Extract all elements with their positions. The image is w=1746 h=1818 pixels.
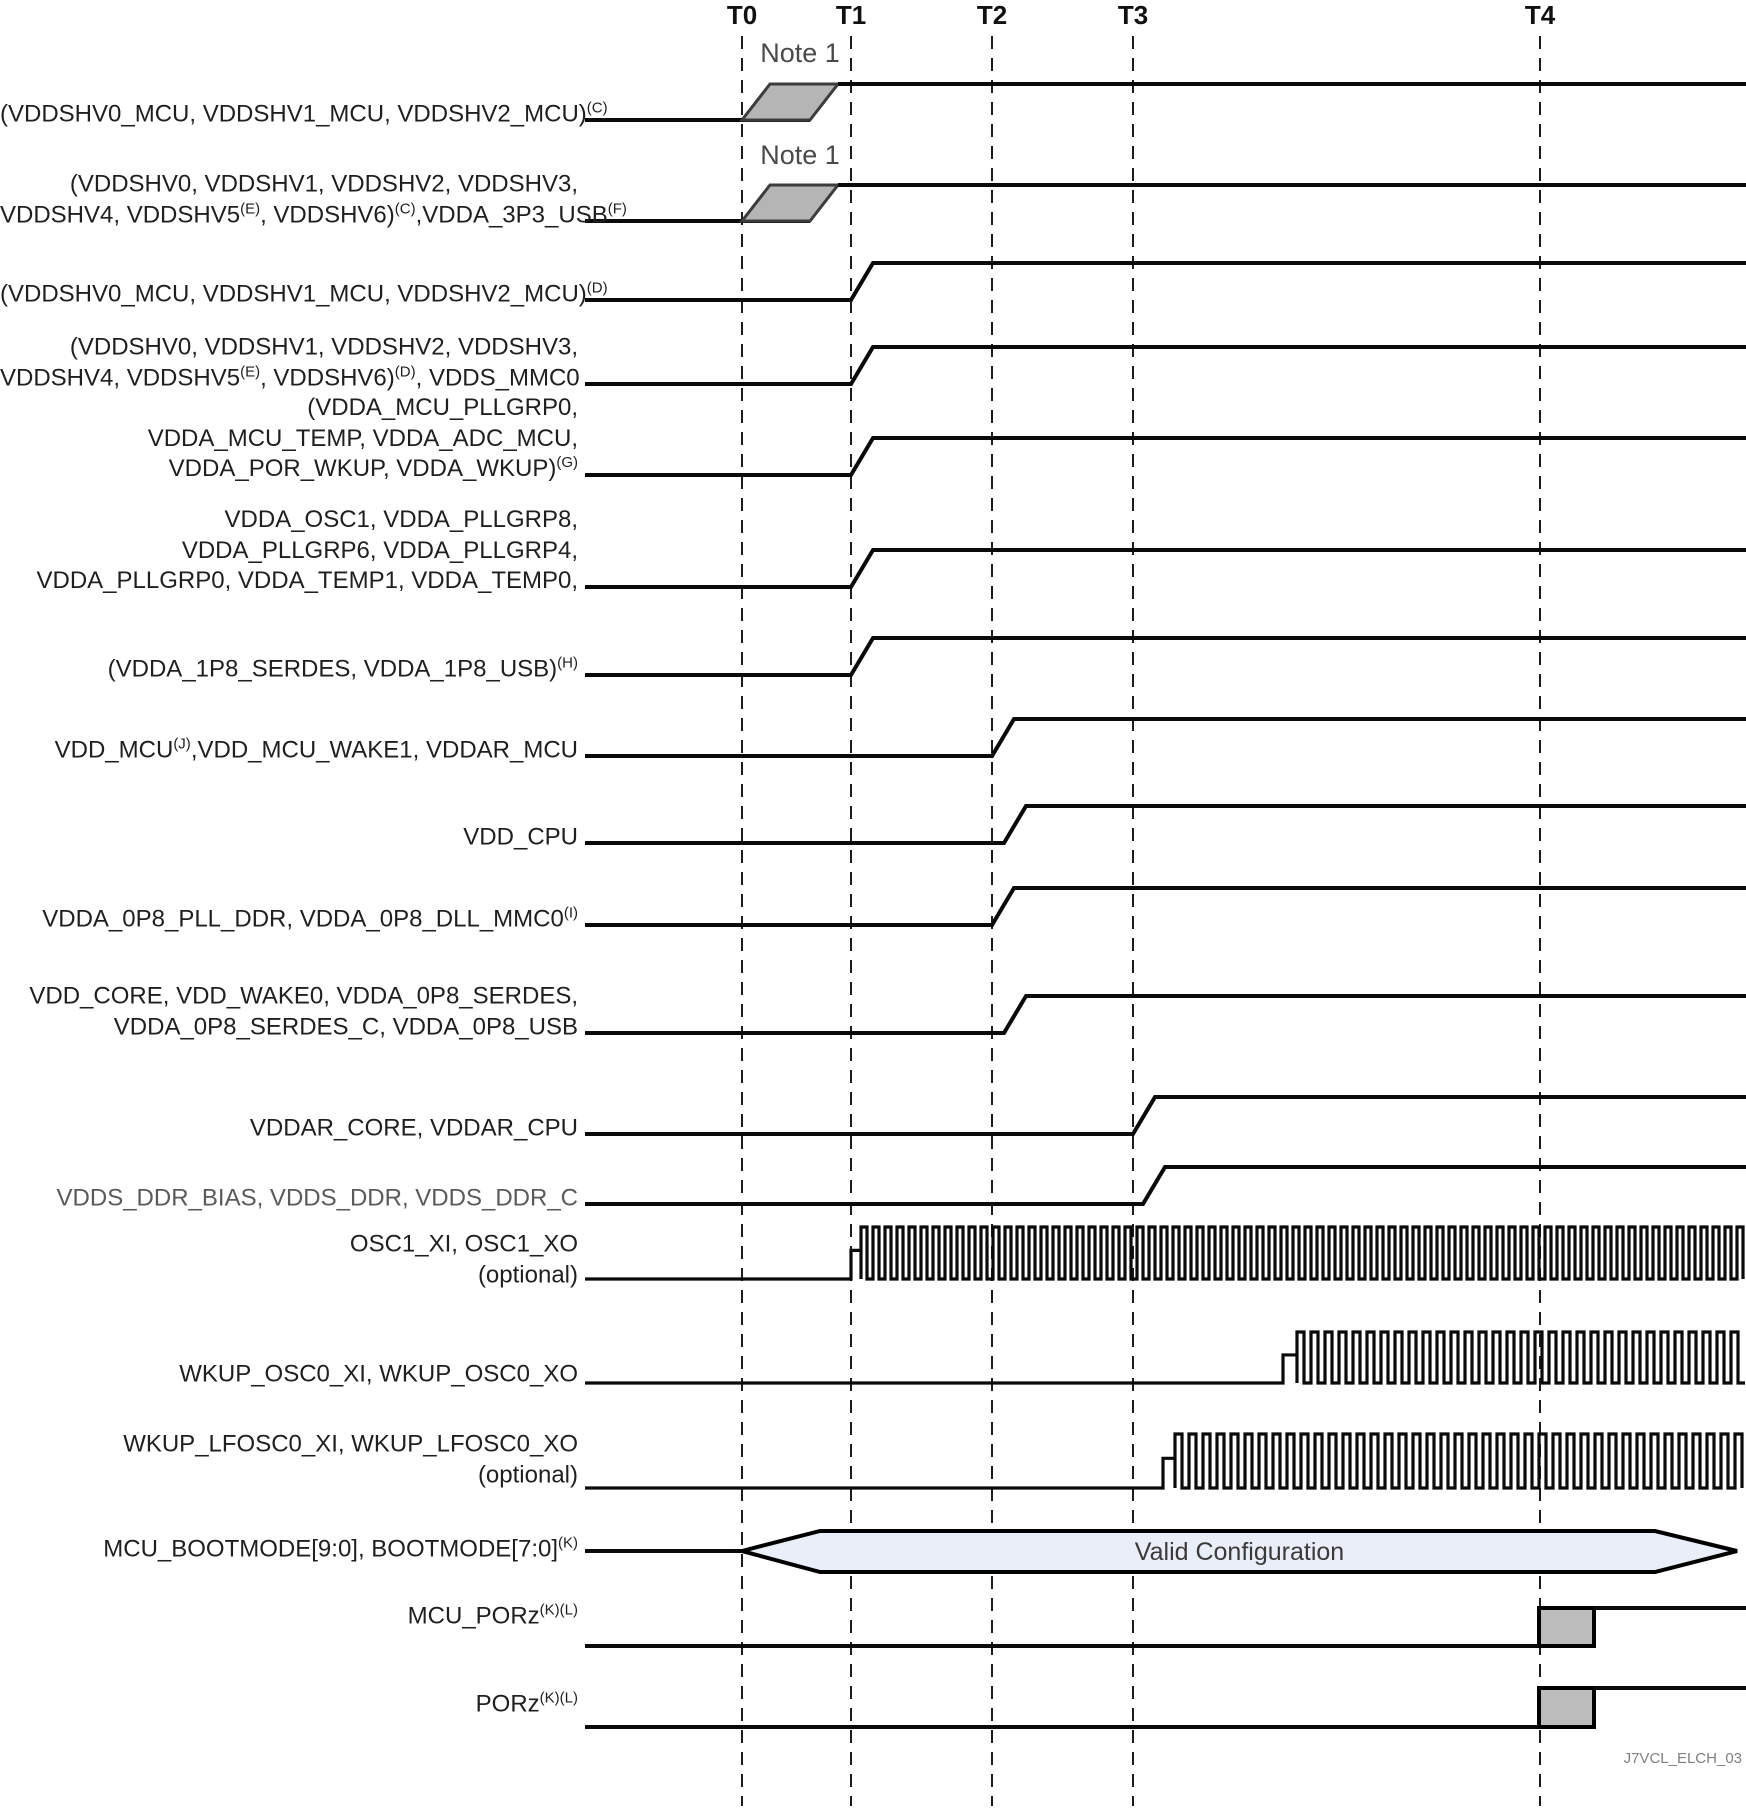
figure-watermark: J7VCL_ELCH_03 [1623,1750,1742,1767]
signal-waveform-wkup-lfosc0 [585,1432,1744,1490]
signal-waveform-mcu-porz-transition-box [1537,1606,1596,1648]
signal-label-vddshv-c-vdda3p3usb: (VDDSHV0, VDDSHV1, VDDSHV2, VDDSHV3, VDDS… [0,170,627,229]
signal-label-wkup-osc0: WKUP_OSC0_XI, WKUP_OSC0_XO [179,1360,578,1388]
signal-label-vdd-core-group: VDD_CORE, VDD_WAKE0, VDDA_0P8_SERDES, VDD… [29,982,578,1041]
signal-label-bootmode: MCU_BOOTMODE[9:0], BOOTMODE[7:0](K) [103,1534,578,1563]
timeline-marker-label-t3: T3 [1118,0,1148,30]
signal-waveform-wkup-osc0 [585,1330,1745,1385]
valid-configuration-label: Valid Configuration [1135,1538,1344,1566]
signal-waveform-vdds-ddr-group [585,1165,1746,1206]
signal-label-vdds-ddr-group: VDDS_DDR_BIAS, VDDS_DDR, VDDS_DDR_C [56,1184,578,1212]
signal-waveform-vddshv-mcu-d [585,261,1746,302]
signal-waveform-porz-transition-box [1537,1686,1596,1729]
timeline-marker-label-t0: T0 [727,0,757,30]
signal-waveform-vddshv-d-vddsmmc0 [585,345,1746,386]
timeline-marker-label-t1: T1 [836,0,866,30]
signal-waveform-vdd-core-group [585,994,1746,1035]
signal-label-vdd-mcu-group: VDD_MCU(J),VDD_MCU_WAKE1, VDDAR_MCU [54,735,578,764]
signal-label-vddshv-mcu-d: (VDDSHV0_MCU, VDDSHV1_MCU, VDDSHV2_MCU)(… [0,279,608,308]
timeline-marker-label-t4: T4 [1525,0,1556,30]
signal-waveform-vdd-mcu-group [585,717,1746,758]
signal-waveform-vddar-core-cpu [585,1095,1746,1136]
signal-waveform-vdda-osc1-group [585,548,1746,589]
signal-waveform-vddshv-c-vdda3p3usb-ramp-region [738,183,842,223]
signal-label-vddshv-d-vddsmmc0: (VDDSHV0, VDDSHV1, VDDSHV2, VDDSHV3, VDDS… [0,333,580,392]
signal-label-vdda-0p8-pll-ddr: VDDA_0P8_PLL_DDR, VDDA_0P8_DLL_MMC0(I) [42,904,578,933]
signal-label-vdda-mcu-pllgrp0-group: (VDDA_MCU_PLLGRP0, VDDA_MCU_TEMP, VDDA_AD… [147,393,578,483]
signal-label-osc1: OSC1_XI, OSC1_XO (optional) [349,1230,578,1289]
signal-label-vdda-1p8-serdes-usb: (VDDA_1P8_SERDES, VDDA_1P8_USB)(H) [107,654,578,683]
signal-waveform-vdd-cpu [585,804,1746,845]
signal-waveform-bootmode-valid-region [734,1529,1738,1574]
signal-label-vddar-core-cpu: VDDAR_CORE, VDDAR_CPU [249,1114,578,1142]
signal-waveform-vdda-mcu-pllgrp0-group [585,436,1746,477]
signal-waveform-vdda-1p8-serdes-usb [585,636,1746,677]
signal-waveform-vddshv-mcu-c-ramp-region [738,82,842,122]
signal-waveform-osc1 [585,1225,1745,1281]
signal-label-vddshv-mcu-c: (VDDSHV0_MCU, VDDSHV1_MCU, VDDSHV2_MCU)(… [0,99,608,128]
timeline-marker-label-t2: T2 [977,0,1007,30]
note1-annotation-vddshv-c-vdda3p3usb: Note 1 [760,140,840,170]
signal-label-porz: PORz(K)(L) [475,1689,578,1718]
signal-waveform-vdda-0p8-pll-ddr [585,886,1746,927]
signal-label-mcu-porz: MCU_PORz(K)(L) [407,1601,578,1630]
signal-label-vdda-osc1-group: VDDA_OSC1, VDDA_PLLGRP8, VDDA_PLLGRP6, VD… [36,505,578,595]
note1-annotation-vddshv-mcu-c: Note 1 [760,38,840,68]
signal-label-wkup-lfosc0: WKUP_LFOSC0_XI, WKUP_LFOSC0_XO (optional) [123,1430,578,1489]
signal-label-vdd-cpu: VDD_CPU [463,823,578,851]
